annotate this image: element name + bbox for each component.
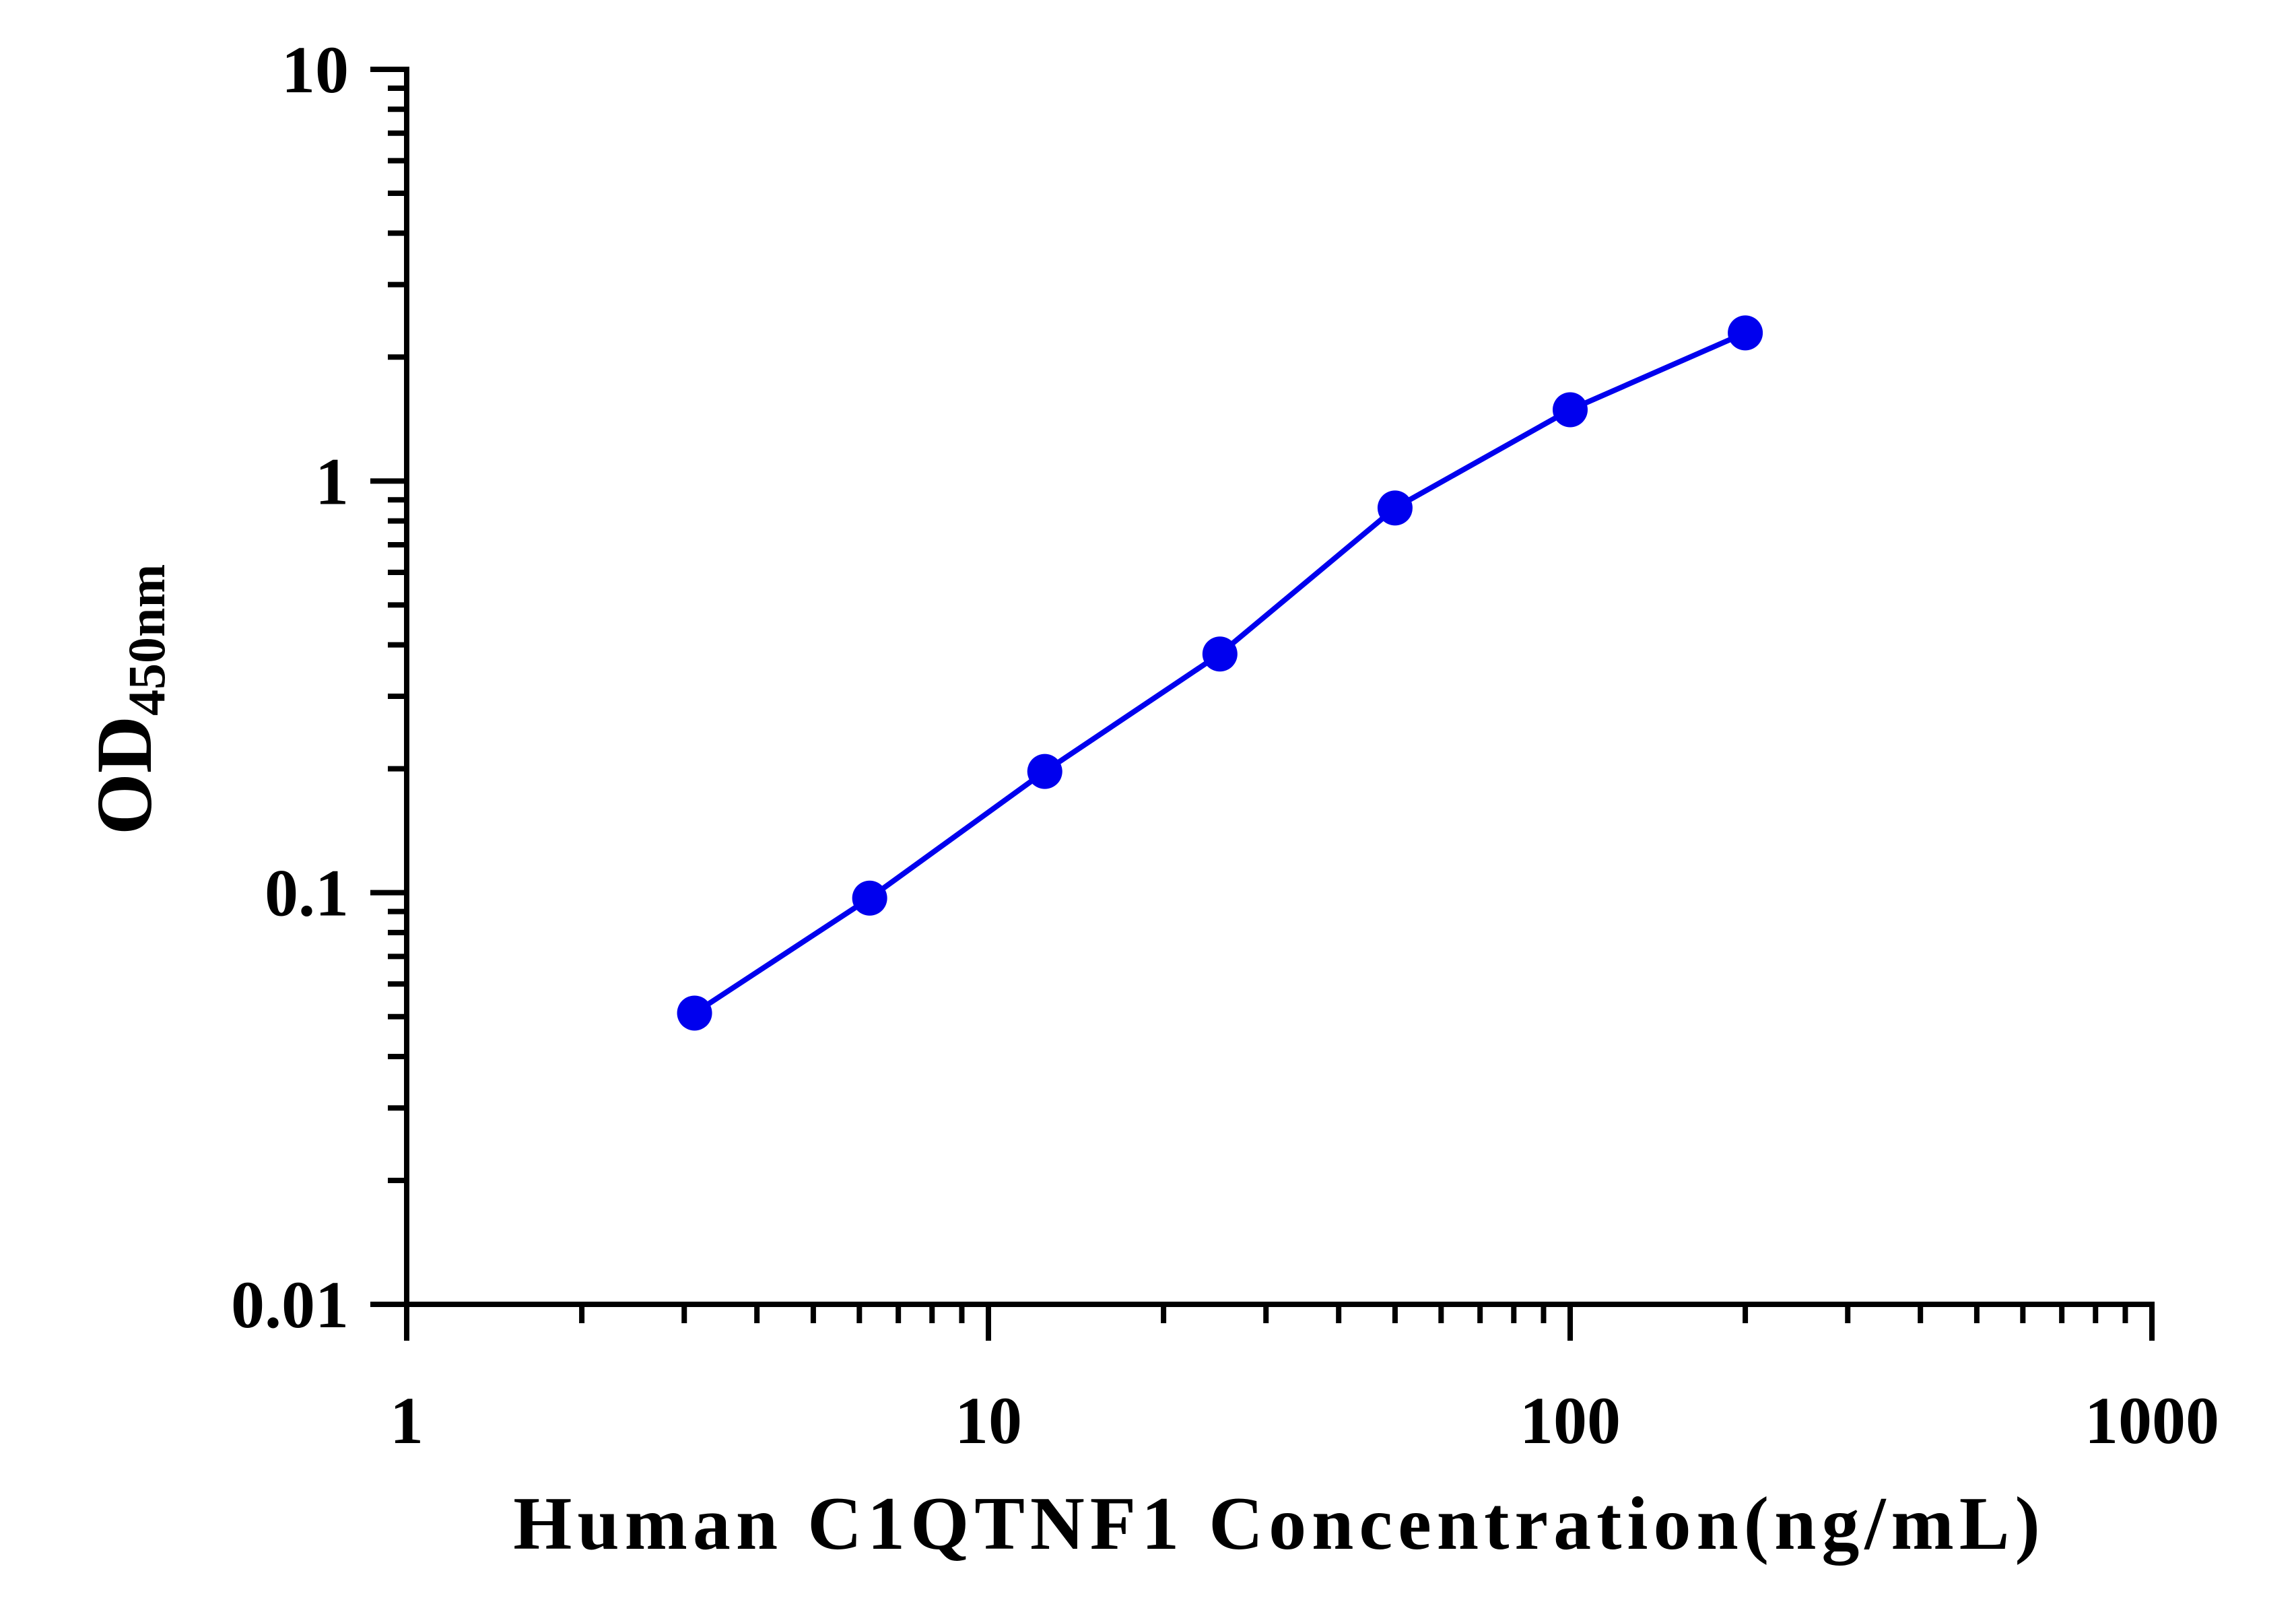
y-tick-label: 10 xyxy=(281,32,349,107)
x-tick-label: 1 xyxy=(390,1383,424,1458)
data-point xyxy=(1027,754,1062,789)
series-line xyxy=(693,330,1747,1015)
tick-labels: 10 1 0.1 0.01 1 10 100 1000 xyxy=(231,32,2219,1458)
series xyxy=(677,315,1763,1031)
data-point xyxy=(1553,392,1588,428)
y-tick-label: 0.01 xyxy=(231,1267,349,1342)
x-tick-label: 1000 xyxy=(2085,1383,2219,1458)
y-tick-label: 1 xyxy=(315,444,349,519)
data-point xyxy=(1728,315,1763,351)
x-tick-label: 100 xyxy=(1520,1383,1621,1458)
ticks xyxy=(370,67,2155,1341)
x-axis-title: Human C1QTNF1 Concentration(ng/mL) xyxy=(513,1482,2046,1566)
x-tick-label: 10 xyxy=(955,1383,1022,1458)
data-point xyxy=(677,995,712,1031)
data-point xyxy=(1377,490,1413,526)
y-axis-title-subscript: 450nm xyxy=(117,564,176,716)
axes xyxy=(404,67,2155,1307)
data-point xyxy=(1202,636,1238,672)
y-tick-label: 0.1 xyxy=(265,856,349,931)
data-point xyxy=(852,880,887,916)
y-axis-title: OD450nm xyxy=(80,564,176,835)
y-axis-title-main: OD xyxy=(80,716,168,835)
